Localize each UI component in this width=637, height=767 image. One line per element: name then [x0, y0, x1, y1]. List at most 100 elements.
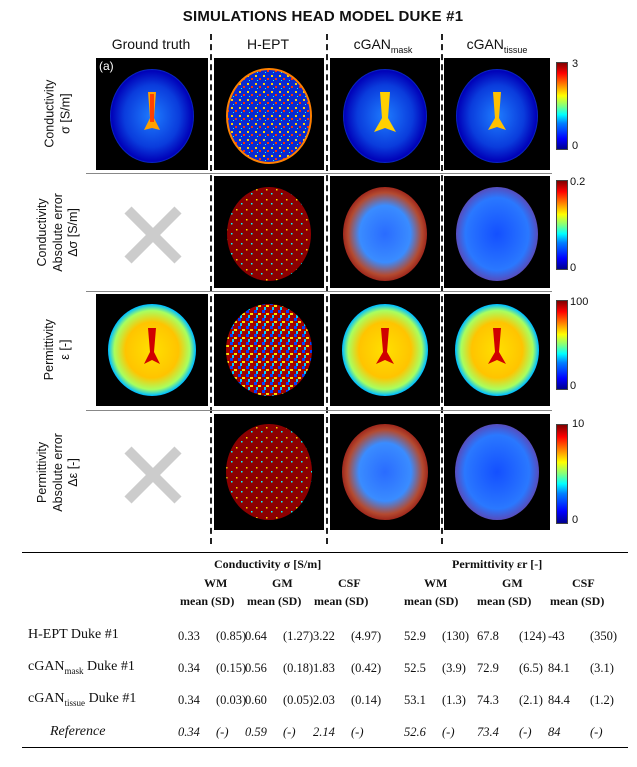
table-stat-header: mean (SD) [180, 594, 235, 608]
brain-map-cgan-mask-permittivity-error [342, 424, 428, 520]
panel-cgan-mask-permittivity-error [330, 414, 440, 530]
table-cell: 84.1 [548, 661, 570, 675]
table-cell: 67.8 [477, 629, 499, 643]
table-cell: (0.03) [216, 693, 247, 707]
table-stat-header: mean (SD) [404, 594, 459, 608]
table-cell: (1.27) [283, 629, 314, 643]
panel-ground-truth-permittivity-error [96, 414, 208, 530]
panel-cgan-mask-permittivity [330, 294, 440, 406]
colorbar-min-label: 0 [572, 140, 579, 152]
table-top-rule [22, 552, 628, 553]
table-cell: (0.18) [283, 661, 314, 675]
table-cell: 0.60 [245, 693, 267, 707]
table-tissue-header: GM [502, 576, 523, 590]
col-header-cgan-mask: cGANmask [353, 36, 413, 55]
panel-cgan-mask-conductivity-error [330, 176, 440, 288]
table-cell: -43 [548, 629, 565, 643]
cross-icon [124, 206, 182, 264]
colorbar-max-label: 100 [570, 296, 589, 308]
column-divider [326, 34, 328, 544]
table-cell: (6.5) [519, 661, 543, 675]
table-cell: (350) [590, 629, 618, 643]
table-cell: (124) [519, 629, 547, 643]
table-cell: 0.34 [178, 725, 200, 739]
panel-tag: (a) [99, 59, 114, 73]
row-label-conductivity-error: Conductivity Absolute error Δσ [S/m] [34, 192, 80, 272]
table-cell: (4.97) [351, 629, 382, 643]
table-cell: (-) [590, 725, 603, 739]
table-cell: 3.22 [313, 629, 335, 643]
row-divider [86, 410, 552, 411]
brain-map-ground-truth-permittivity [108, 304, 196, 396]
table-stat-header: mean (SD) [477, 594, 532, 608]
panel-hept-permittivity-error [214, 414, 324, 530]
table-cell: 53.1 [404, 693, 426, 707]
table-tissue-header: CSF [572, 576, 595, 590]
table-tissue-header: GM [272, 576, 293, 590]
table-cell: (3.1) [590, 661, 614, 675]
table-cell: 52.9 [404, 629, 426, 643]
colorbar-min-label: 0 [570, 262, 577, 274]
row-label-permittivity-error: Permittivity Absolute error Δε [-] [34, 432, 80, 512]
brain-map-cgan-tissue-permittivity [455, 304, 539, 396]
table-stat-header: mean (SD) [314, 594, 369, 608]
brain-map-cgan-mask-permittivity [342, 304, 428, 396]
colorbar-min-label: 0 [570, 380, 577, 392]
brain-map-cgan-tissue-conductivity-error [456, 187, 538, 281]
table-cell: 84 [548, 725, 561, 739]
table-row-label: cGANmask Duke #1 [28, 659, 135, 676]
table-cell: 2.03 [313, 693, 335, 707]
table-cell: 0.59 [245, 725, 267, 739]
row-label-conductivity: Conductivity σ [S/m] [42, 79, 72, 149]
colorbar-conductivity-error [556, 180, 568, 270]
table-cell: 73.4 [477, 725, 499, 739]
colorbar-max-label: 10 [572, 418, 585, 430]
table-cell: (-) [519, 725, 532, 739]
table-cell: (130) [442, 629, 470, 643]
table-cell: (1.2) [590, 693, 614, 707]
column-divider [441, 34, 443, 544]
panel-ground-truth-conductivity-error [96, 176, 208, 288]
panel-hept-conductivity-error [214, 176, 324, 288]
table-cell: (-) [283, 725, 296, 739]
colorbar-min-label: 0 [572, 514, 579, 526]
panel-cgan-tissue-conductivity-error [444, 176, 550, 288]
brain-map-hept-permittivity-error [226, 424, 312, 520]
brain-map-cgan-tissue-conductivity [456, 69, 538, 163]
col-header-hept: H-EPT [247, 36, 289, 52]
panel-cgan-tissue-permittivity [444, 294, 550, 406]
table-stat-header: mean (SD) [550, 594, 605, 608]
table-cell: (-) [442, 725, 455, 739]
row-label-permittivity: Permittivity ε [-] [42, 319, 72, 381]
table-cell: (0.85) [216, 629, 247, 643]
table-row-label: Reference [50, 724, 106, 739]
colorbar-conductivity [556, 62, 568, 150]
table-stat-header: mean (SD) [247, 594, 302, 608]
row-divider [86, 173, 552, 174]
brain-map-ground-truth-conductivity [110, 69, 194, 163]
table-row-label: H-EPT Duke #1 [28, 627, 119, 642]
panel-cgan-tissue-permittivity-error [444, 414, 550, 530]
panel-cgan-tissue-conductivity [444, 58, 550, 170]
panel-ground-truth-permittivity [96, 294, 208, 406]
table-cell: 52.6 [404, 725, 426, 739]
brain-map-cgan-mask-conductivity-error [343, 187, 427, 281]
table-cell: (0.15) [216, 661, 247, 675]
table-cell: 0.34 [178, 693, 200, 707]
table-tissue-header: CSF [338, 576, 361, 590]
colorbar-max-label: 3 [572, 58, 579, 70]
table-group-permittivity: Permittivity εr [-] [452, 557, 543, 571]
table-cell: (0.42) [351, 661, 382, 675]
table-bottom-rule [22, 747, 628, 748]
brain-map-hept-conductivity [226, 68, 312, 164]
row-divider [86, 291, 552, 292]
brain-map-cgan-tissue-permittivity-error [455, 424, 539, 520]
table-cell: 0.34 [178, 661, 200, 675]
cross-icon [124, 446, 182, 504]
table-cell: (0.14) [351, 693, 382, 707]
table-cell: 0.56 [245, 661, 267, 675]
panel-ground-truth-conductivity: (a) [96, 58, 208, 170]
table-tissue-header: WM [204, 576, 228, 590]
col-header-ground-truth: Ground truth [111, 36, 191, 52]
table-cell: 1.83 [313, 661, 335, 675]
